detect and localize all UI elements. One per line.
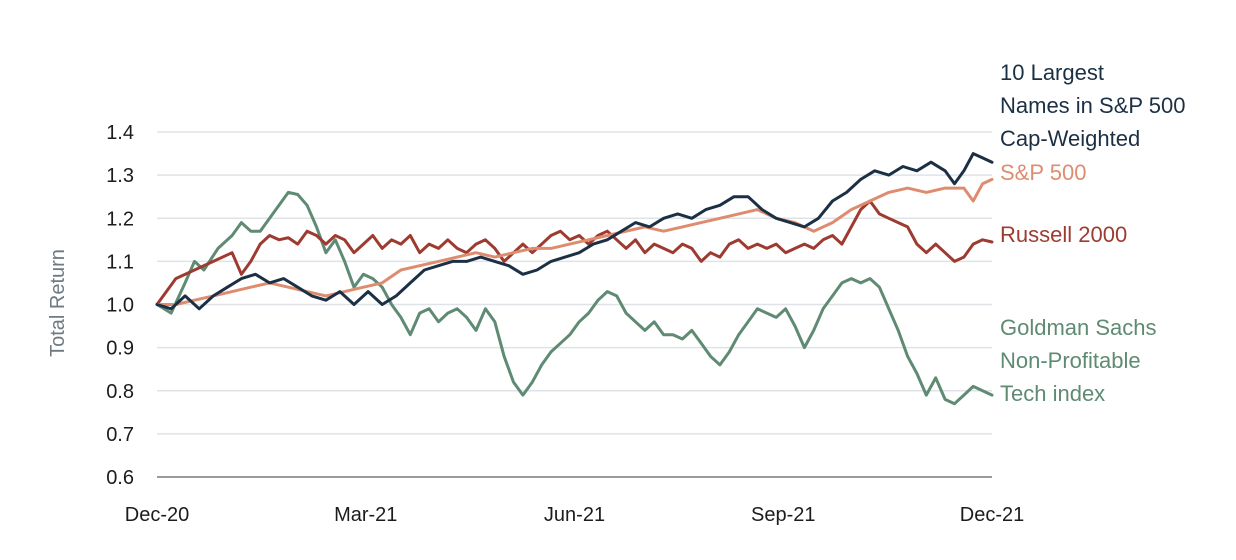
y-tick-label: 0.8 bbox=[106, 381, 134, 403]
series-label: Goldman Sachs Non-Profitable Tech index bbox=[1000, 315, 1157, 406]
x-axis-ticks: Dec-20 Mar-21 Jun-21 Sep-21 Dec-21 bbox=[125, 504, 1024, 526]
x-tick-label: Jun-21 bbox=[544, 504, 605, 526]
grid bbox=[157, 131, 992, 478]
y-axis-title: Total Return bbox=[47, 249, 69, 357]
y-tick-label: 1.1 bbox=[106, 251, 134, 273]
y-tick-label: 1.0 bbox=[106, 295, 134, 317]
series-label: S&P 500 bbox=[1000, 160, 1086, 185]
y-tick-label: 1.3 bbox=[106, 165, 134, 187]
series-line bbox=[155, 177, 994, 306]
y-tick-label: 0.9 bbox=[106, 338, 134, 360]
x-tick-label: Sep-21 bbox=[751, 504, 816, 526]
series-line bbox=[155, 190, 994, 406]
series-label: Russell 2000 bbox=[1000, 222, 1127, 247]
x-tick-label: Mar-21 bbox=[334, 504, 397, 526]
y-tick-label: 0.7 bbox=[106, 424, 134, 446]
y-tick-label: 1.4 bbox=[106, 122, 134, 144]
y-axis-ticks: 1.4 1.3 1.2 1.1 1.0 0.9 0.8 0.7 0.6 bbox=[106, 122, 134, 489]
y-tick-label: 1.2 bbox=[106, 208, 134, 230]
series-line bbox=[155, 152, 994, 311]
x-tick-label: Dec-20 bbox=[125, 504, 189, 526]
series-labels: Goldman Sachs Non-Profitable Tech index Rus… bbox=[1000, 60, 1185, 406]
y-tick-label: 0.6 bbox=[106, 467, 134, 489]
series-label: 10 Largest Names in S&P 500 Cap-Weighted bbox=[1000, 60, 1185, 151]
x-tick-label: Dec-21 bbox=[960, 504, 1024, 526]
series-lines bbox=[155, 152, 994, 406]
